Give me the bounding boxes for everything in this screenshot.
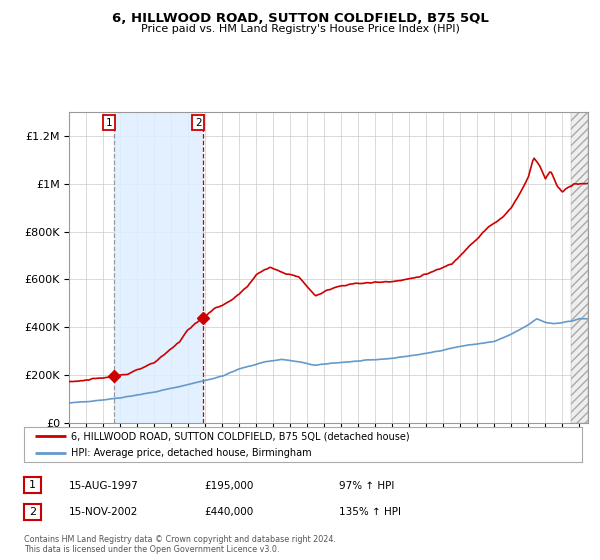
Bar	[571, 112, 588, 423]
Text: 6, HILLWOOD ROAD, SUTTON COLDFIELD, B75 5QL: 6, HILLWOOD ROAD, SUTTON COLDFIELD, B75 …	[112, 12, 488, 25]
Text: 1: 1	[29, 480, 36, 490]
Text: 6, HILLWOOD ROAD, SUTTON COLDFIELD, B75 5QL (detached house): 6, HILLWOOD ROAD, SUTTON COLDFIELD, B75 …	[71, 431, 410, 441]
Text: £440,000: £440,000	[204, 507, 253, 517]
Text: Contains HM Land Registry data © Crown copyright and database right 2024.
This d: Contains HM Land Registry data © Crown c…	[24, 535, 336, 554]
Text: Price paid vs. HM Land Registry's House Price Index (HPI): Price paid vs. HM Land Registry's House …	[140, 24, 460, 34]
Text: 15-AUG-1997: 15-AUG-1997	[69, 480, 139, 491]
Text: 15-NOV-2002: 15-NOV-2002	[69, 507, 139, 517]
Text: 2: 2	[29, 507, 36, 517]
Bar	[113, 112, 203, 423]
Text: 2: 2	[195, 118, 202, 128]
Text: HPI: Average price, detached house, Birmingham: HPI: Average price, detached house, Birm…	[71, 448, 312, 458]
Text: £195,000: £195,000	[204, 480, 253, 491]
Text: 135% ↑ HPI: 135% ↑ HPI	[339, 507, 401, 517]
Text: 97% ↑ HPI: 97% ↑ HPI	[339, 480, 394, 491]
Text: 1: 1	[106, 118, 112, 128]
